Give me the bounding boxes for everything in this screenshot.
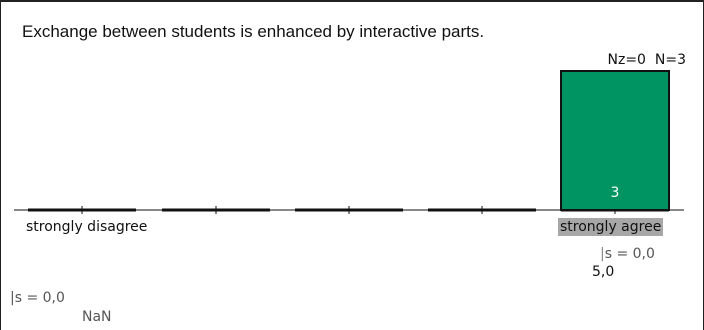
category-label-strongly-disagree: strongly disagree xyxy=(26,219,148,235)
bar-value-label-4: 3 xyxy=(611,185,620,201)
abstention-mean-label: NaN xyxy=(82,309,112,325)
nz-count: Nz=0 xyxy=(607,52,646,68)
category-label-strongly-agree: strongly agree xyxy=(558,218,664,236)
n-count: N=3 xyxy=(654,52,686,68)
std-dev-label: |s = 0,0 xyxy=(600,246,655,262)
mean-label: 5,0 xyxy=(592,264,615,280)
question-text: Exchange between students is enhanced by… xyxy=(22,22,485,41)
abstention-std-dev-label: |s = 0,0 xyxy=(10,290,65,306)
response-counts: Nz=0 N=3 xyxy=(608,52,687,68)
bar-4 xyxy=(560,70,670,211)
